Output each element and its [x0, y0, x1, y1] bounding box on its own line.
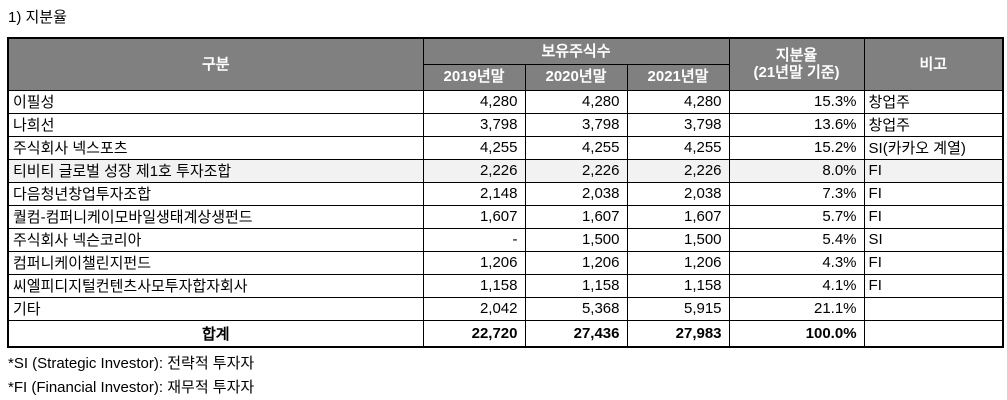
shares-2020-cell: 1,206 — [524, 250, 628, 275]
shares-2021-cell: 2,038 — [626, 181, 730, 206]
header-year-2019: 2019년말 — [422, 63, 526, 91]
ratio-cell: 13.6% — [728, 112, 865, 137]
shares-2020-cell: 1,500 — [524, 227, 628, 252]
footnote-si: *SI (Strategic Investor): 전략적 투자자 — [8, 355, 255, 372]
header-shares-group: 보유주식수 — [422, 37, 730, 65]
total-remark-cell — [863, 319, 1004, 348]
header-row-2: 2019년말 2020년말 2021년말 — [8, 63, 1003, 91]
ratio-cell: 15.3% — [728, 89, 865, 114]
remark-cell: FI — [863, 158, 1004, 183]
remark-cell: FI — [863, 181, 1004, 206]
remark-cell: SI — [863, 227, 1004, 252]
ratio-cell: 4.3% — [728, 250, 865, 275]
category-cell: 퀄컴-컴퍼니케이모바일생태계상생펀드 — [7, 204, 424, 229]
category-cell: 나희선 — [7, 112, 424, 137]
remark-cell: FI — [863, 273, 1004, 298]
remark-cell: FI — [863, 250, 1004, 275]
table-row: 씨엘피디지털컨텐츠사모투자합자회사 1,158 1,158 1,158 4.1%… — [7, 273, 1004, 298]
total-shares-2020-cell: 27,436 — [524, 319, 628, 348]
shares-2021-cell: 1,607 — [626, 204, 730, 229]
table-row: 주식회사 넥슨코리아 - 1,500 1,500 5.4% SI — [7, 227, 1004, 252]
category-cell: 기타 — [7, 296, 424, 321]
footnote-fi: *FI (Financial Investor): 재무적 투자자 — [8, 379, 255, 396]
ratio-cell: 15.2% — [728, 135, 865, 160]
header-row-1: 구분 보유주식수 지분율 (21년말 기준) 비고 — [7, 37, 1004, 91]
shares-2020-cell: 5,368 — [524, 296, 628, 321]
shares-2019-cell: 3,798 — [422, 112, 526, 137]
header-remarks: 비고 — [863, 37, 1004, 91]
ratio-cell: 5.7% — [728, 204, 865, 229]
header-ratio-line2: (21년말 기준) — [753, 64, 840, 82]
shares-2021-cell: 2,226 — [626, 158, 730, 183]
shares-2021-cell: 5,915 — [626, 296, 730, 321]
shares-2019-cell: 1,158 — [422, 273, 526, 298]
ratio-cell: 7.3% — [728, 181, 865, 206]
table-body: 이필성 4,280 4,280 4,280 15.3% 창업주 나희선 3,79… — [7, 89, 1004, 348]
remark-cell: 창업주 — [863, 112, 1004, 137]
shares-2020-cell: 2,038 — [524, 181, 628, 206]
shares-2019-cell: 2,148 — [422, 181, 526, 206]
shares-2019-cell: 2,042 — [422, 296, 526, 321]
remark-cell: 창업주 — [863, 89, 1004, 114]
ratio-cell: 4.1% — [728, 273, 865, 298]
header-ratio: 지분율 (21년말 기준) — [728, 37, 865, 91]
shares-2019-cell: - — [422, 227, 526, 252]
header-category: 구분 — [7, 37, 424, 91]
remark-cell: SI(카카오 계열) — [863, 135, 1004, 160]
table-row: 다음청년창업투자조합 2,148 2,038 2,038 7.3% FI — [7, 181, 1004, 206]
remark-cell: FI — [863, 204, 1004, 229]
shares-2021-cell: 1,206 — [626, 250, 730, 275]
section-title: 1) 지분율 — [8, 9, 67, 26]
category-cell: 티비티 글로벌 성장 제1호 투자조합 — [7, 158, 424, 183]
shares-2019-cell: 1,607 — [422, 204, 526, 229]
table-header: 구분 보유주식수 지분율 (21년말 기준) 비고 2019년말 2020년말 2… — [7, 37, 1004, 91]
header-year-2020: 2020년말 — [524, 63, 628, 91]
total-label-cell: 합계 — [7, 319, 424, 348]
category-cell: 다음청년창업투자조합 — [7, 181, 424, 206]
shares-2020-cell: 2,226 — [524, 158, 628, 183]
header-year-2021: 2021년말 — [626, 63, 730, 91]
shares-2021-cell: 1,500 — [626, 227, 730, 252]
shares-2019-cell: 2,226 — [422, 158, 526, 183]
shares-2019-cell: 4,255 — [422, 135, 526, 160]
shares-2020-cell: 4,280 — [524, 89, 628, 114]
total-ratio-cell: 100.0% — [728, 319, 865, 348]
table-row: 퀄컴-컴퍼니케이모바일생태계상생펀드 1,607 1,607 1,607 5.7… — [7, 204, 1004, 229]
table-row: 기타 2,042 5,368 5,915 21.1% — [7, 296, 1004, 321]
shares-2019-cell: 4,280 — [422, 89, 526, 114]
ratio-cell: 21.1% — [728, 296, 865, 321]
remark-cell — [863, 296, 1004, 321]
table-row: 나희선 3,798 3,798 3,798 13.6% 창업주 — [7, 112, 1004, 137]
shares-2020-cell: 3,798 — [524, 112, 628, 137]
total-row: 합계 22,720 27,436 27,983 100.0% — [7, 319, 1004, 348]
shares-2021-cell: 4,255 — [626, 135, 730, 160]
shares-2019-cell: 1,206 — [422, 250, 526, 275]
category-cell: 주식회사 넥슨코리아 — [7, 227, 424, 252]
shares-2020-cell: 1,158 — [524, 273, 628, 298]
header-ratio-line1: 지분율 — [775, 47, 818, 64]
table-row: 이필성 4,280 4,280 4,280 15.3% 창업주 — [7, 89, 1004, 114]
shares-2021-cell: 3,798 — [626, 112, 730, 137]
equity-table: 구분 보유주식수 지분율 (21년말 기준) 비고 2019년말 2020년말 2… — [7, 37, 1005, 348]
shares-2021-cell: 1,158 — [626, 273, 730, 298]
table-row: 티비티 글로벌 성장 제1호 투자조합 2,226 2,226 2,226 8.… — [7, 158, 1004, 183]
category-cell: 컴퍼니케이챌린지펀드 — [7, 250, 424, 275]
table-row: 컴퍼니케이챌린지펀드 1,206 1,206 1,206 4.3% FI — [7, 250, 1004, 275]
shares-2020-cell: 1,607 — [524, 204, 628, 229]
category-cell: 주식회사 넥스포츠 — [7, 135, 424, 160]
ratio-cell: 8.0% — [728, 158, 865, 183]
category-cell: 이필성 — [7, 89, 424, 114]
table-row: 주식회사 넥스포츠 4,255 4,255 4,255 15.2% SI(카카오… — [7, 135, 1004, 160]
ratio-cell: 5.4% — [728, 227, 865, 252]
total-shares-2019-cell: 22,720 — [422, 319, 526, 348]
total-shares-2021-cell: 27,983 — [626, 319, 730, 348]
shares-2021-cell: 4,280 — [626, 89, 730, 114]
category-cell: 씨엘피디지털컨텐츠사모투자합자회사 — [7, 273, 424, 298]
shares-2020-cell: 4,255 — [524, 135, 628, 160]
